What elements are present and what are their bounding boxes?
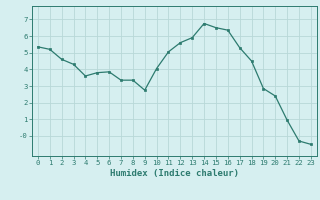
X-axis label: Humidex (Indice chaleur): Humidex (Indice chaleur)	[110, 169, 239, 178]
